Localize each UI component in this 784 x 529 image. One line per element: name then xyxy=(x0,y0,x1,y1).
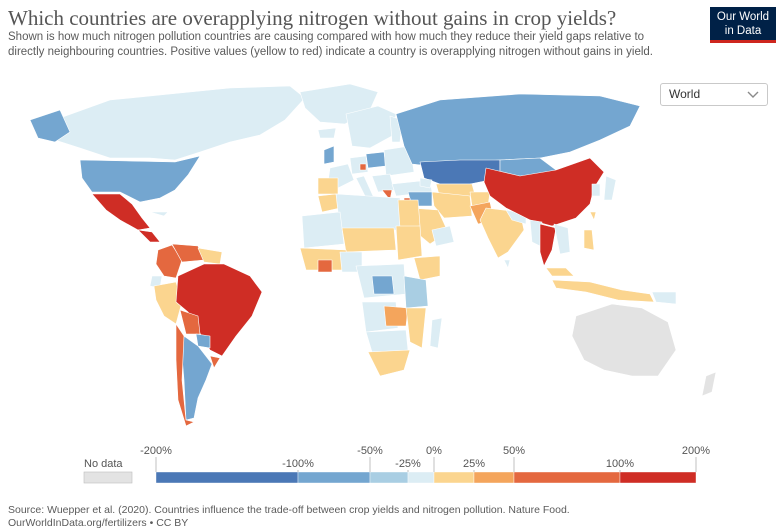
country-eastern-europe[interactable] xyxy=(383,145,415,177)
country-yemen-oman[interactable] xyxy=(431,225,455,247)
legend-tick-label-2: -50% xyxy=(357,445,383,457)
region-select-value: World xyxy=(669,87,701,101)
logo-line-2: in Data xyxy=(724,25,762,37)
country-balkans[interactable] xyxy=(371,173,395,193)
legend-tick-label-4: 0% xyxy=(426,445,442,457)
legend-bin-1[interactable] xyxy=(155,471,299,484)
country-east-africa[interactable] xyxy=(403,275,429,309)
country-ghana-ivory-coast[interactable] xyxy=(317,259,333,273)
country-scandinavia[interactable] xyxy=(345,105,397,149)
country-sri-lanka[interactable] xyxy=(503,259,511,269)
country-china[interactable] xyxy=(483,157,605,227)
country-caucasus[interactable] xyxy=(419,177,433,189)
country-guyanas[interactable] xyxy=(197,247,223,265)
legend-bin-5[interactable] xyxy=(433,471,475,484)
country-mauritania-mali[interactable] xyxy=(301,211,345,249)
legend-no-data-label: No data xyxy=(84,458,123,470)
country-alaska[interactable] xyxy=(29,109,71,143)
legend-tick-label-1: -100% xyxy=(282,458,314,470)
country-malaysia[interactable] xyxy=(545,267,575,277)
owid-logo[interactable]: Our World in Data xyxy=(710,7,776,43)
country-niger-chad[interactable] xyxy=(341,227,397,253)
country-ethiopia[interactable] xyxy=(413,255,441,281)
chevron-down-icon xyxy=(747,84,759,113)
country-south-africa[interactable] xyxy=(367,349,411,377)
color-legend: No data -200% -100% -50% -25% 0% 25% 50% 100% 200… xyxy=(83,445,710,484)
country-namibia-botswana[interactable] xyxy=(365,329,409,353)
legend-tick-label-0: -200% xyxy=(140,445,172,457)
country-bolivia[interactable] xyxy=(179,309,201,335)
country-uruguay[interactable] xyxy=(209,355,221,369)
country-australia[interactable] xyxy=(571,303,677,377)
country-uk[interactable] xyxy=(323,145,335,165)
country-papua-new-guinea[interactable] xyxy=(651,291,677,305)
legend-no-data-swatch[interactable] xyxy=(83,471,133,484)
url-text[interactable]: OurWorldInData.org/fertilizers • CC BY xyxy=(8,516,189,529)
country-egypt[interactable] xyxy=(397,199,421,229)
country-indonesia[interactable] xyxy=(551,279,655,303)
legend-tick-label-6: 50% xyxy=(503,445,525,457)
legend-bin-7[interactable] xyxy=(513,471,621,484)
chart-subtitle: Shown is how much nitrogen pollution cou… xyxy=(8,31,653,58)
country-brazil[interactable] xyxy=(175,263,263,357)
country-italy[interactable] xyxy=(355,175,375,199)
country-iceland[interactable] xyxy=(317,127,337,139)
legend-bin-4[interactable] xyxy=(407,471,435,484)
legend-tick-label-5: 25% xyxy=(463,458,485,470)
country-canada[interactable] xyxy=(54,85,306,161)
country-poland[interactable] xyxy=(365,151,387,169)
country-central-america[interactable] xyxy=(137,229,161,243)
country-japan[interactable] xyxy=(603,175,617,201)
country-algeria-libya[interactable] xyxy=(335,193,405,231)
country-korea[interactable] xyxy=(591,183,601,197)
country-argentina[interactable] xyxy=(181,335,213,421)
country-taiwan[interactable] xyxy=(589,211,597,221)
country-vietnam-laos[interactable] xyxy=(553,223,571,255)
country-new-zealand[interactable] xyxy=(701,371,717,397)
country-russia[interactable] xyxy=(395,93,641,167)
region-select[interactable]: World xyxy=(660,83,768,106)
legend-bin-6[interactable] xyxy=(473,471,515,484)
legend-tick-label-8: 200% xyxy=(682,445,710,457)
chart-title: Which countries are overapplying nitroge… xyxy=(8,6,617,30)
legend-bin-8[interactable] xyxy=(619,471,697,484)
legend-bin-2[interactable] xyxy=(297,471,371,484)
country-paraguay[interactable] xyxy=(195,333,211,349)
world-map xyxy=(29,83,717,427)
country-thailand[interactable] xyxy=(539,223,557,267)
country-chile[interactable] xyxy=(175,323,195,427)
country-mexico[interactable] xyxy=(91,193,151,231)
country-congo-basin[interactable] xyxy=(371,275,395,295)
country-iran[interactable] xyxy=(431,191,473,219)
country-spain[interactable] xyxy=(317,177,339,195)
country-spot-europe[interactable] xyxy=(359,163,367,171)
country-zambia[interactable] xyxy=(383,305,409,327)
footer: Source: Wuepper et al. (2020). Countries… xyxy=(8,504,570,529)
country-colombia[interactable] xyxy=(155,244,183,279)
logo-line-1: Our World xyxy=(716,11,770,23)
legend-bin-3[interactable] xyxy=(369,471,409,484)
country-usa[interactable] xyxy=(79,155,201,203)
legend-tick-label-3: -25% xyxy=(395,458,421,470)
country-madagascar[interactable] xyxy=(429,317,443,349)
legend-tick-label-7: 100% xyxy=(606,458,634,470)
country-sudan[interactable] xyxy=(395,225,423,261)
country-mozambique[interactable] xyxy=(405,307,427,349)
country-cuba[interactable] xyxy=(149,211,169,217)
country-philippines[interactable] xyxy=(583,229,595,251)
logo-accent-bar xyxy=(710,40,776,43)
source-text: Source: Wuepper et al. (2020). Countries… xyxy=(8,504,570,516)
